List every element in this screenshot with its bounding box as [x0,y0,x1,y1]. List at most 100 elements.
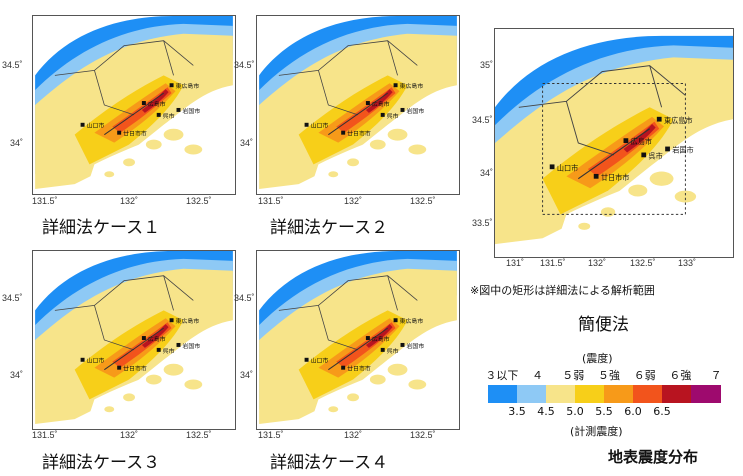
city-label: 呉市 [163,347,175,355]
figure-title: 地表震度分布 [608,448,699,466]
island [387,128,408,141]
city-marker [656,116,662,122]
city-marker [400,107,405,112]
city-label: 広島市 [148,100,166,108]
lon-tick: 132.5˚ [410,430,436,440]
legend-swatch [604,385,634,403]
city-marker [304,122,309,127]
fault-line [328,92,388,136]
city-label: 広島市 [372,335,390,343]
measured-intensity-tick: 3.5 [508,405,526,418]
lat-tick: 35˚ [480,60,494,70]
sea-area [554,160,733,251]
island [347,158,359,167]
city-label: 広島市 [372,100,390,108]
city-label: 呉市 [387,347,399,355]
city-marker [80,122,85,127]
lon-tick: 132˚ [344,430,363,440]
intensity-class-label: ６弱 [633,369,656,382]
boundary-lines [278,275,418,351]
city-label: 山口市 [87,357,105,365]
city-marker [593,173,599,179]
city-marker [393,83,398,88]
case3-caption: 詳細法ケース３ [42,453,161,473]
city-marker [117,130,122,135]
lat-tick: 34˚ [240,370,254,380]
lon-tick: 132.5˚ [630,258,656,268]
city-label: 廿日市市 [123,130,147,138]
island [408,379,427,390]
lon-tick: 131.5˚ [32,430,58,440]
fault-line [577,128,651,180]
lon-tick: 133˚ [678,258,697,268]
city-marker [341,130,346,135]
intensity-class-label: ５弱 [562,369,585,382]
island [674,190,697,203]
lat-tick: 34˚ [480,168,494,178]
boundary-lines [54,40,194,116]
island [628,184,648,197]
city-label: 岩国市 [406,342,424,350]
lat-tick: 34.5˚ [472,115,493,125]
city-marker [304,357,309,362]
lon-tick: 131.5˚ [258,430,284,440]
intensity-zone [365,89,393,113]
city-marker [365,101,370,105]
city-label: 廿日市市 [601,173,630,182]
island [328,406,339,413]
city-marker [380,347,385,352]
city-marker [141,336,146,340]
city-marker [393,318,398,323]
fault-line [104,92,164,136]
city-label: 広島市 [148,335,166,343]
legend-swatch [517,385,547,403]
city-label: 東広島市 [176,317,200,325]
island [369,139,386,150]
city-marker [641,152,647,158]
measured-title: (計測震度) [570,425,623,438]
city-label: 呉市 [163,112,175,120]
overview-caption: 簡便法 [578,315,629,335]
island [104,406,115,413]
boundary-lines [54,275,194,351]
city-label: 広島市 [631,137,652,146]
lat-tick: 34.5˚ [234,60,255,70]
legend-swatch [546,385,576,403]
legend-swatch [575,385,605,403]
city-label: 岩国市 [406,107,424,115]
measured-intensity-tick: 6.0 [624,405,642,418]
intensity-class-label: ４ [532,369,544,382]
legend-swatch [691,385,721,403]
city-label: 山口市 [311,357,329,365]
lat-tick: 34.5˚ [2,60,23,70]
city-label: 岩国市 [182,342,200,350]
lon-tick: 132˚ [344,196,363,206]
case1-caption: 詳細法ケース１ [42,218,161,238]
city-label: 廿日市市 [347,130,371,138]
intensity-class-label: ７ [710,369,722,382]
city-label: 東広島市 [176,82,200,90]
island [145,374,162,385]
city-label: 呉市 [649,151,663,160]
lat-tick: 34˚ [240,138,254,148]
city-marker [365,336,370,340]
intensity-class-labels: ３以下 ４ ５弱 ５強 ６弱 ６強 ７ [484,367,734,383]
island [408,144,427,155]
city-label: 東広島市 [400,82,424,90]
legend-swatch [633,385,663,403]
intensity-class-label: ５強 [597,369,620,382]
legend-title: (震度) [582,352,613,365]
intensity-zone [623,123,656,153]
island [347,393,359,402]
fault-line [328,327,388,371]
sea-area [308,119,457,194]
lat-tick: 34˚ [10,370,24,380]
city-marker [400,342,405,347]
island [163,128,184,141]
lon-tick: 131.5˚ [258,196,284,206]
fault-line [104,327,164,371]
city-label: 岩国市 [182,107,200,115]
